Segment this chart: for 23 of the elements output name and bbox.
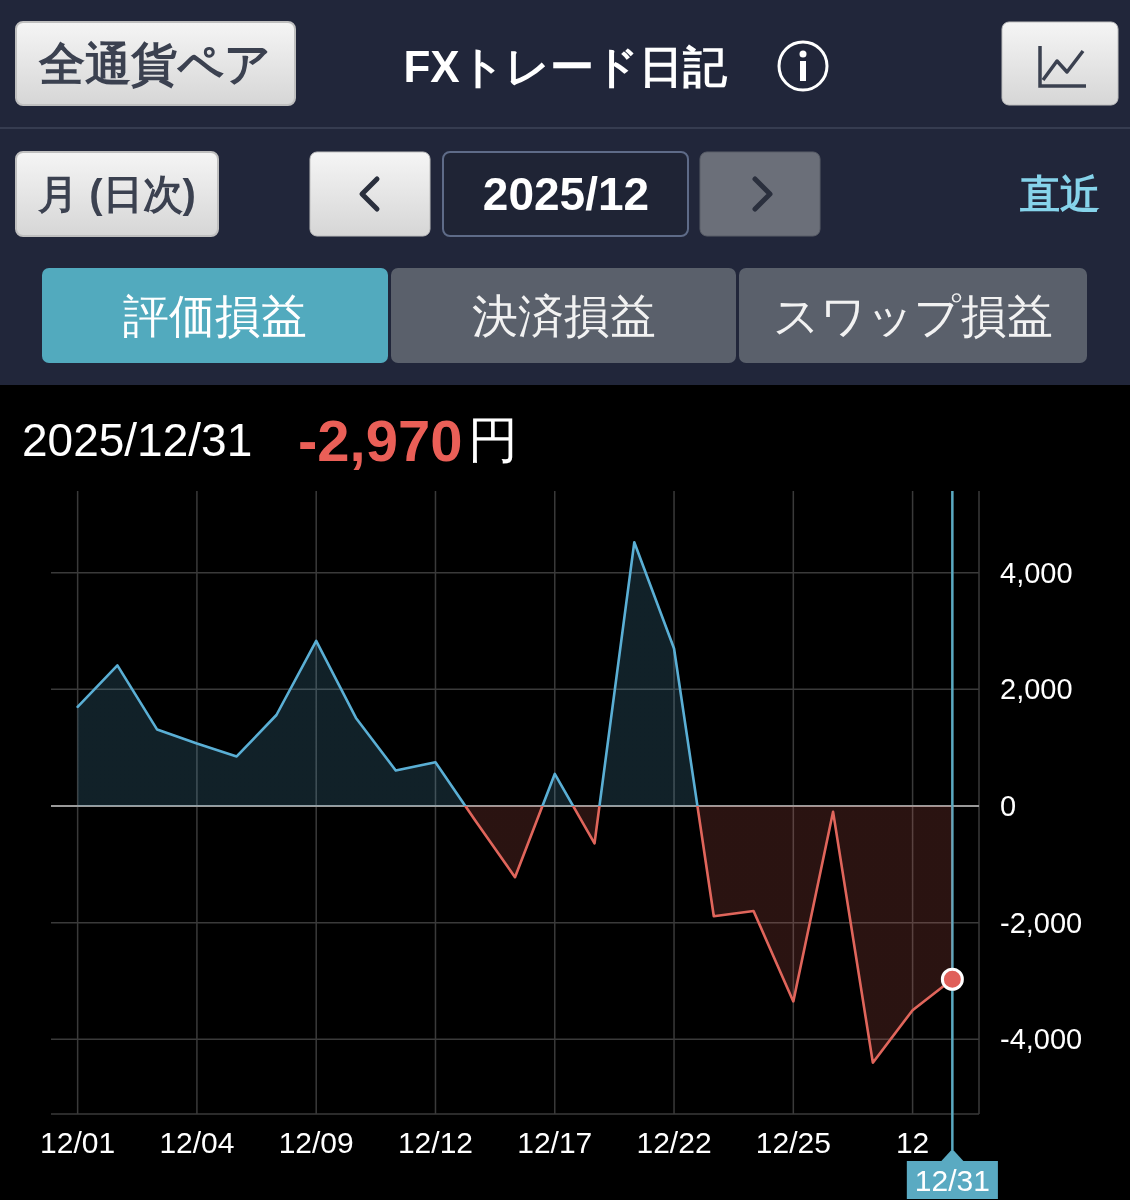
y-tick-label: -4,000: [1000, 1023, 1083, 1056]
y-tick-label: 2,000: [1000, 673, 1073, 706]
x-tick-label: 12/25: [755, 1125, 831, 1159]
chart-title: FXトレード日記: [403, 41, 728, 91]
annotation: 2025/12/31: [22, 414, 253, 466]
annotation: 直近: [1020, 172, 1100, 216]
annotation: 2025/12: [442, 151, 689, 237]
x-tick-label: 12/01: [40, 1125, 116, 1159]
annotation: 全通貨ペア: [15, 21, 296, 106]
x-tick-label: 12/04: [159, 1125, 235, 1159]
x-tick-label: 12: [895, 1125, 930, 1159]
annotation: 評価損益: [42, 268, 388, 363]
annotation: 決済損益: [391, 268, 736, 363]
y-tick-label: -2,000: [1000, 906, 1083, 939]
x-tick-label: 12/17: [517, 1125, 593, 1159]
y-tick-label: 4,000: [1000, 556, 1073, 589]
x-tick-label: 12/09: [278, 1125, 354, 1159]
x-tick-label: 12/22: [636, 1125, 712, 1159]
y-tick-label: 0: [1000, 790, 1017, 822]
annotation: 月 (日次): [15, 151, 219, 237]
x-tick-label: 12/31: [914, 1163, 990, 1197]
annotation: スワップ損益: [739, 268, 1087, 363]
x-tick-label: 12/12: [397, 1125, 474, 1159]
